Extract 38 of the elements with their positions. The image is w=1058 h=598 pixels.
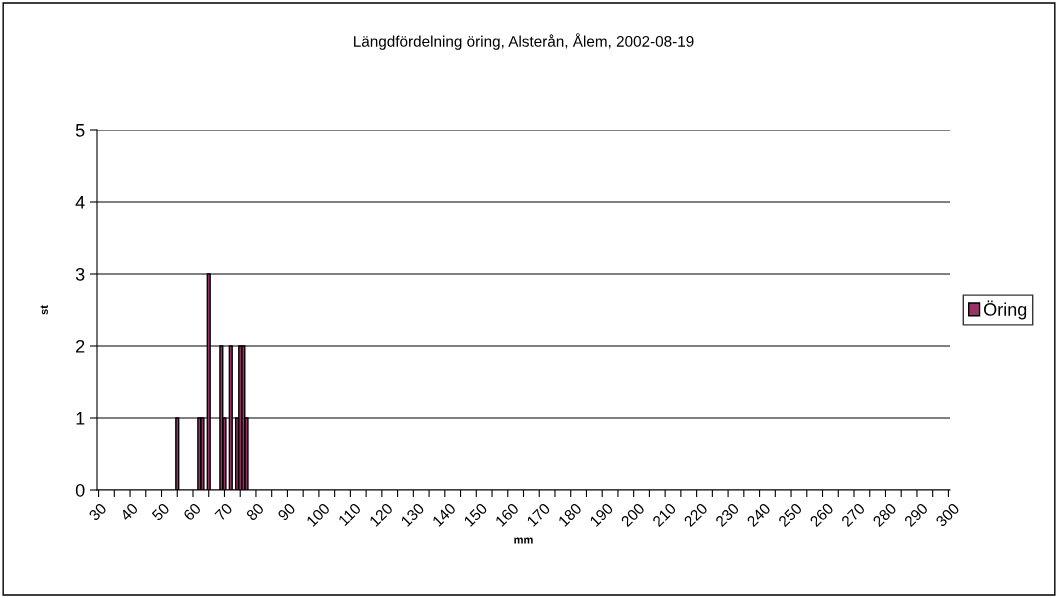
y-tick-label: 5 (75, 124, 85, 137)
x-tick-label: 250 (777, 502, 803, 528)
x-tick-label: 260 (809, 502, 835, 528)
x-tick-label: 100 (305, 502, 331, 527)
x-tick-label: 300 (935, 502, 960, 528)
x-axis-title: mm (514, 537, 533, 544)
x-tick-label: 120 (368, 502, 394, 527)
y-tick-label: 2 (76, 339, 85, 353)
y-tick-label: 1 (76, 412, 85, 425)
x-tick-label: 230 (714, 502, 740, 528)
x-tick-label: 210 (651, 502, 677, 528)
x-tick-label: 80 (245, 502, 265, 522)
y-axis-title: st (40, 305, 48, 315)
x-tick-label: 140 (431, 502, 457, 527)
x-tick-label: 60 (182, 502, 202, 522)
chart-title: Längdfördelning öring, Alsterån, Ålem, 2002-08-19 (354, 33, 694, 50)
x-tick-label: 220 (683, 502, 709, 528)
x-tick-label: 280 (872, 502, 897, 528)
legend-label: Öring (984, 300, 1027, 320)
x-tick-label: 240 (746, 502, 772, 528)
x-tick-label: 290 (903, 502, 929, 528)
y-tick-label: 4 (75, 196, 85, 209)
x-tick-label: 130 (400, 502, 425, 527)
x-tick-label: 160 (494, 502, 520, 527)
x-tick-label: 180 (557, 502, 583, 527)
x-tick-label: 30 (88, 502, 108, 522)
y-tick-label: 3 (75, 267, 85, 281)
x-tick-label: 50 (151, 502, 171, 522)
x-tick-label: 190 (589, 502, 614, 527)
x-tick-label: 70 (214, 502, 233, 522)
x-tick-label: 170 (526, 502, 551, 527)
x-tick-label: 200 (620, 502, 646, 528)
x-tick-label: 110 (337, 502, 362, 527)
y-tick-label: 0 (75, 483, 85, 497)
x-tick-label: 90 (277, 502, 296, 522)
x-tick-label: 270 (840, 502, 866, 528)
x-tick-label: 40 (119, 502, 139, 522)
x-tick-label: 150 (463, 502, 488, 527)
